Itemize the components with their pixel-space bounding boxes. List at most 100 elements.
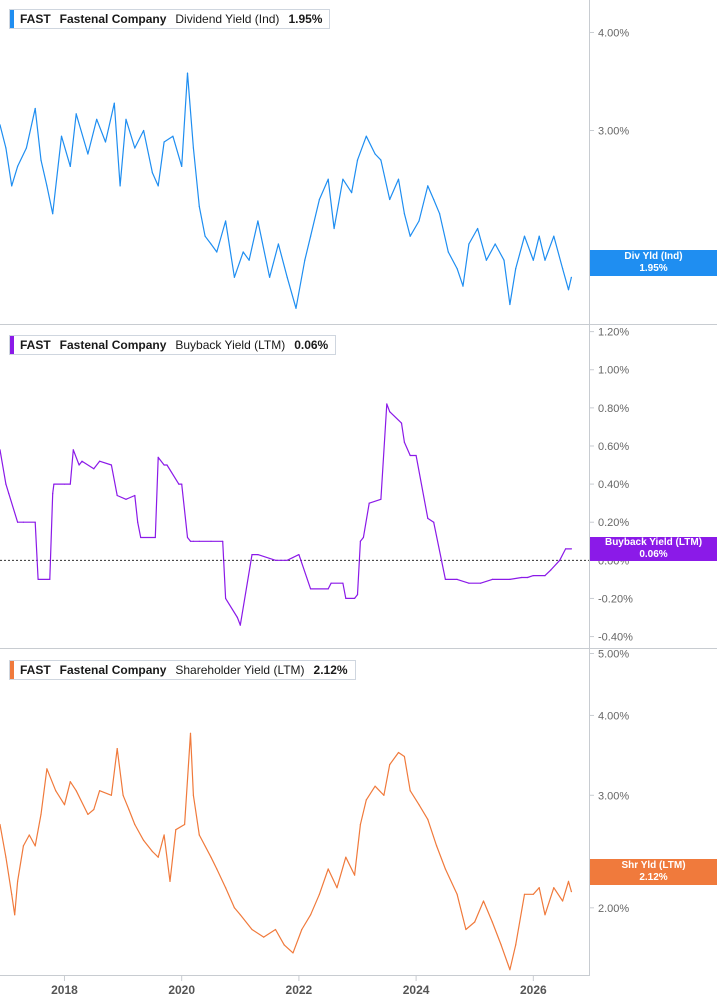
- data-point: [397, 178, 400, 180]
- data-point: [515, 944, 517, 946]
- data-point: [34, 845, 36, 847]
- data-point: [351, 192, 353, 194]
- data-point: [380, 498, 382, 500]
- data-point: [286, 276, 288, 278]
- data-point: [233, 276, 235, 278]
- data-point: [500, 944, 502, 946]
- data-point: [157, 856, 159, 858]
- data-point: [192, 147, 194, 149]
- data-point: [172, 135, 174, 137]
- data-point: [532, 575, 534, 577]
- data-point: [368, 502, 370, 504]
- last-value-label: 2.12%: [313, 663, 348, 677]
- data-point: [389, 198, 391, 201]
- y-tick-label: 2.00%: [598, 903, 629, 915]
- data-point: [75, 790, 77, 792]
- data-point: [198, 540, 200, 542]
- data-point: [222, 540, 224, 542]
- data-point: [444, 578, 446, 581]
- data-point: [491, 578, 493, 581]
- data-point: [274, 559, 277, 561]
- data-point: [386, 403, 388, 405]
- data-point: [456, 268, 458, 270]
- data-point: [374, 785, 376, 787]
- data-point: [263, 936, 265, 938]
- data-point: [567, 289, 570, 291]
- data-point: [178, 483, 180, 485]
- data-point: [354, 874, 356, 876]
- data-point: [251, 554, 253, 556]
- data-point: [14, 914, 16, 916]
- data-point: [409, 790, 411, 792]
- data-point: [189, 540, 192, 542]
- data-point: [283, 944, 285, 946]
- data-point: [181, 483, 183, 485]
- metric-label: Buyback Yield (LTM): [175, 338, 286, 352]
- data-point: [143, 839, 145, 842]
- data-point: [526, 576, 529, 579]
- data-point: [298, 554, 300, 556]
- data-point: [465, 928, 467, 931]
- data-point: [447, 251, 449, 253]
- data-point: [374, 153, 376, 155]
- data-point: [210, 540, 212, 542]
- data-point: [143, 129, 145, 132]
- data-point: [362, 536, 364, 539]
- data-point: [427, 185, 429, 187]
- data-point: [310, 914, 312, 916]
- data-point: [125, 118, 127, 120]
- data-point: [166, 464, 168, 466]
- data-point: [403, 213, 405, 215]
- data-point: [532, 893, 534, 895]
- data-point: [181, 165, 183, 167]
- data-point: [134, 147, 136, 149]
- data-point: [365, 799, 367, 801]
- data-point: [104, 141, 107, 143]
- data-point: [567, 880, 570, 883]
- data-point: [163, 464, 165, 466]
- y-tick-label: 4.00%: [598, 710, 629, 722]
- data-point: [403, 755, 405, 758]
- data-point: [134, 494, 136, 497]
- data-point: [157, 456, 159, 458]
- data-point: [151, 850, 153, 853]
- panel-label-buyback: FAST Fastenal Company Buyback Yield (LTM…: [9, 335, 337, 355]
- data-point: [239, 624, 241, 626]
- data-point: [87, 813, 89, 816]
- y-tick-label: 1.00%: [598, 365, 629, 377]
- data-point: [157, 185, 159, 187]
- last-value-label: 0.06%: [294, 338, 329, 352]
- data-point: [318, 893, 320, 895]
- data-point: [0, 823, 1, 826]
- data-point: [345, 856, 347, 858]
- data-point: [274, 928, 277, 931]
- y-tick-label: 0.80%: [598, 403, 629, 415]
- data-point: [175, 829, 177, 831]
- data-point: [163, 141, 165, 143]
- data-point: [53, 483, 55, 485]
- y-tick-label: -0.20%: [598, 593, 633, 605]
- data-point: [5, 483, 7, 485]
- data-point: [99, 460, 101, 462]
- data-point: [494, 243, 496, 245]
- data-point: [184, 823, 186, 826]
- data-point: [565, 548, 567, 550]
- data-point: [456, 893, 458, 895]
- buyback-value-tag: Buyback Yield (LTM) 0.06%: [590, 537, 717, 561]
- data-point: [327, 178, 329, 180]
- data-point: [544, 914, 546, 916]
- data-point: [295, 307, 297, 309]
- data-point: [236, 616, 238, 619]
- dividend-value-tag: Div Yld (Ind) 1.95%: [590, 250, 717, 276]
- data-point: [110, 794, 112, 796]
- data-point: [34, 107, 36, 110]
- metric-label: Shareholder Yield (LTM): [175, 663, 305, 677]
- data-point: [242, 251, 244, 253]
- data-point: [269, 276, 271, 278]
- data-point: [570, 891, 573, 893]
- data-point: [239, 914, 241, 916]
- data-point: [433, 198, 435, 201]
- y-tick-label: 0.20%: [598, 517, 629, 529]
- data-point: [509, 969, 511, 971]
- data-point: [330, 582, 332, 584]
